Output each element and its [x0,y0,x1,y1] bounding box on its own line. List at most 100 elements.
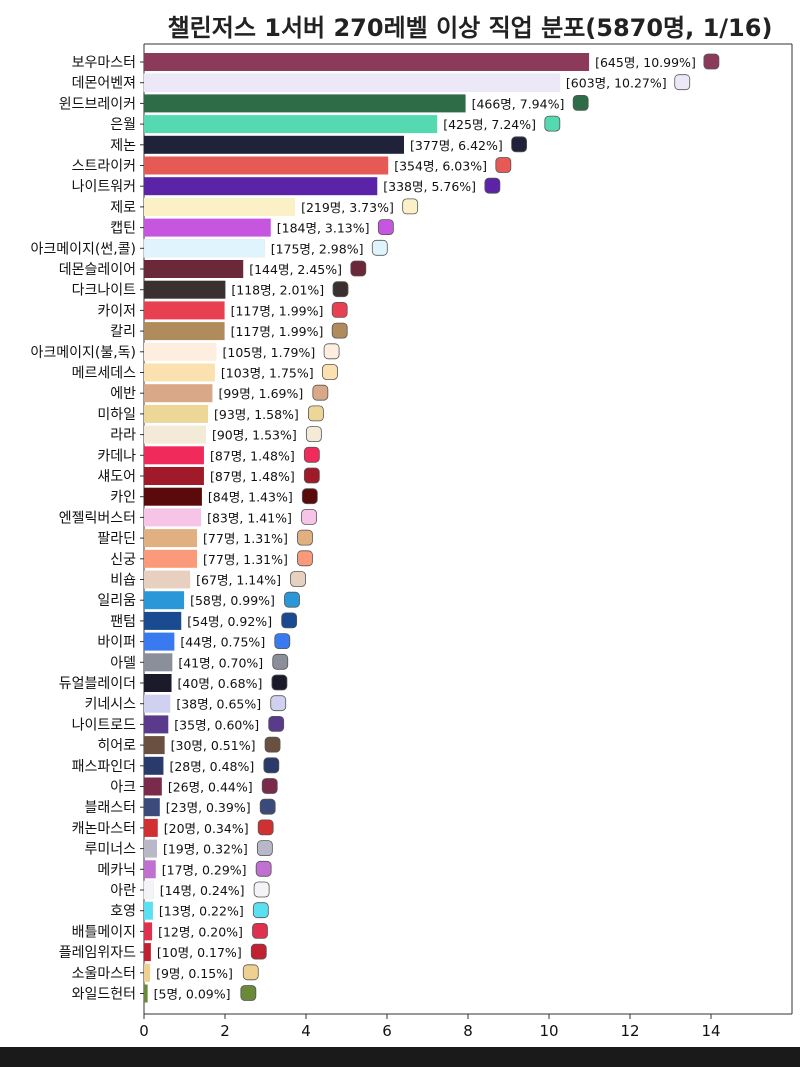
job-portrait-icon [323,343,340,360]
data-label: [41명, 0.70%] [178,655,263,670]
data-label: [338명, 5.76%] [383,179,476,194]
x-tick-label: 2 [220,1022,230,1040]
data-label: [58명, 0.99%] [190,593,275,608]
data-label: [12명, 0.20%] [158,924,243,939]
y-tick-label: 캡틴 [110,221,136,237]
x-tick-label: 8 [463,1022,473,1040]
bar [144,963,151,982]
job-portrait-icon [495,157,512,173]
job-portrait-icon [511,136,528,153]
y-tick-label: 소울마스터 [72,966,136,982]
bar [144,674,172,692]
data-label: [10명, 0.17%] [157,945,242,960]
y-tick-label: 신궁 [110,552,136,568]
job-portrait-icon [484,177,501,194]
job-portrait-icon [402,198,419,215]
job-portrait-icon [268,716,285,732]
bar [144,611,182,630]
data-label: [645명, 10.99%] [595,55,696,70]
job-portrait-icon [263,757,280,774]
bar [143,73,561,92]
bar [144,818,158,837]
y-tick-label: 카이저 [97,303,136,319]
data-label: [117명, 1.99%] [231,324,324,339]
y-tick-label: 스트라이커 [72,159,136,175]
y-tick-label: 윈드브레이커 [59,96,136,112]
bar [144,529,198,548]
bar [144,549,198,568]
y-tick-label: 다크나이트 [72,283,137,299]
bar [144,901,153,920]
bar [144,591,185,610]
y-tick-label: 팬텀 [110,614,136,630]
y-tick-label: 섀도어 [97,469,136,485]
y-tick-label: 아크메이지(불,독) [30,345,136,361]
data-label: [23명, 0.39%] [166,800,251,815]
bar [144,694,171,713]
bar [143,239,265,258]
job-portrait-icon [264,736,281,753]
y-tick-label: 카데나 [97,448,136,464]
bar [144,342,217,361]
y-tick-label: 데몬슬레이어 [59,262,136,278]
x-tick-label: 6 [382,1022,392,1040]
y-tick-label: 플레임위자드 [59,945,136,961]
job-portrait-icon [297,550,313,567]
data-label: [219명, 3.73%] [301,200,394,215]
job-portrait-icon [307,405,324,422]
data-label: [35명, 0.60%] [174,717,259,732]
y-tick-label: 아델 [110,655,136,671]
y-tick-label: 히어로 [97,738,136,754]
data-label: [19명, 0.32%] [163,842,248,857]
data-label: [77명, 1.31%] [203,552,288,567]
data-label: [93명, 1.58%] [214,407,299,422]
data-label: [425명, 7.24%] [443,117,536,132]
bar [144,777,162,796]
y-tick-label: 칼리 [110,324,136,340]
job-portrait-icon [572,95,589,111]
y-tick-label: 팔라딘 [97,531,136,547]
y-tick-label: 호영 [110,904,136,920]
job-portrait-icon [240,985,257,1001]
data-label: [28명, 0.48%] [169,759,254,774]
job-portrait-icon [303,467,320,484]
bar [144,984,148,1003]
data-label: [13명, 0.22%] [159,904,244,919]
y-tick-label: 캐논마스터 [72,821,136,837]
bottom-system-bar [0,1047,800,1067]
job-portrait-icon [331,322,348,339]
data-label: [83명, 1.41%] [207,510,292,525]
y-tick-label: 키네시스 [84,697,136,713]
data-label: [38명, 0.65%] [176,697,261,712]
data-label: [26명, 0.44%] [168,780,253,795]
bar [144,404,208,423]
bar [144,218,271,237]
job-portrait-icon [674,74,691,91]
job-portrait-icon [250,943,267,960]
y-tick-label: 카인 [110,490,136,506]
data-label: [84명, 1.43%] [208,490,293,505]
job-portrait-icon [256,840,273,856]
x-tick-label: 0 [139,1022,149,1040]
y-tick-label: 나이트워커 [72,179,136,195]
chart-title: 챌린저스 1서버 270레벨 이상 직업 분포(5870명, 1/16) [167,14,773,42]
bar [144,467,204,485]
job-portrait-icon [322,364,338,380]
y-tick-label: 엔젤릭버스터 [59,510,136,526]
y-tick-label: 에반 [110,386,136,402]
bar [144,197,296,216]
job-portrait-icon [301,508,317,525]
data-label: [466명, 7.94%] [472,96,565,111]
bar [144,177,378,196]
y-tick-label: 보우마스터 [72,55,136,71]
bar [144,301,225,320]
job-portrait-icon [259,798,276,815]
data-label: [144명, 2.45%] [249,262,342,277]
job-portrait-icon [290,571,306,587]
x-tick-label: 12 [620,1022,639,1040]
job-portrait-icon [242,964,259,981]
x-tick-label: 10 [539,1022,558,1040]
data-label: [105명, 1.79%] [222,345,315,360]
job-portrait-icon [253,881,270,898]
y-tick-label: 나이트로드 [72,717,137,733]
